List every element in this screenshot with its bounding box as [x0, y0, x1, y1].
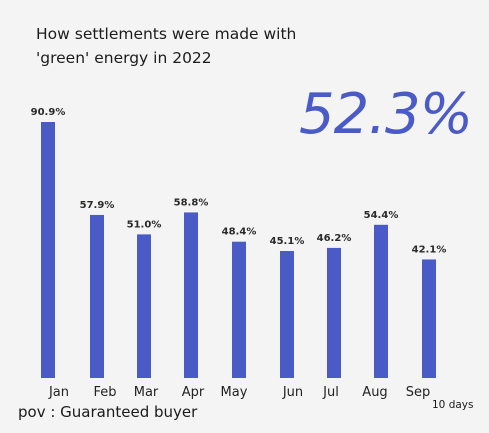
tick-label-jun: Jun: [282, 385, 303, 400]
bar-jan: [41, 122, 55, 378]
bar-may: [232, 241, 246, 378]
data-label-jul: 46.2%: [317, 233, 352, 244]
bar-mar: [137, 234, 151, 378]
data-label-apr: 58.8%: [174, 197, 209, 208]
data-label-may: 48.4%: [222, 227, 257, 238]
tick-label-mar: Mar: [134, 385, 159, 400]
bar-sep: [422, 259, 436, 378]
bar-aug: [374, 224, 388, 378]
data-label-jan: 90.9%: [31, 107, 66, 118]
data-label-feb: 57.9%: [80, 200, 115, 211]
tick-label-aug: Aug: [362, 385, 387, 400]
bar-jun: [280, 250, 294, 378]
tick-label-sep: Sep: [406, 385, 431, 400]
data-label-aug: 54.4%: [364, 210, 399, 221]
highlight-value: 52.3%: [299, 82, 473, 147]
tick-label-apr: Apr: [182, 385, 205, 400]
data-label-sep: 42.1%: [412, 244, 447, 255]
tick-label-jan: Jan: [48, 385, 69, 400]
data-label-jun: 45.1%: [270, 236, 305, 247]
bar-jul: [327, 247, 341, 378]
data-label-mar: 51.0%: [127, 219, 162, 230]
footnote: pov : Guaranteed buyer: [18, 403, 198, 421]
tick-label-jul: Jul: [322, 385, 339, 400]
bar-apr: [184, 212, 198, 378]
chart-title: How settlements were made with 'green' e…: [36, 25, 297, 67]
tick-label-feb: Feb: [93, 385, 116, 400]
tick-label-may: May: [221, 385, 248, 400]
bar-feb: [90, 214, 104, 378]
period-label: 10 days: [432, 399, 474, 411]
